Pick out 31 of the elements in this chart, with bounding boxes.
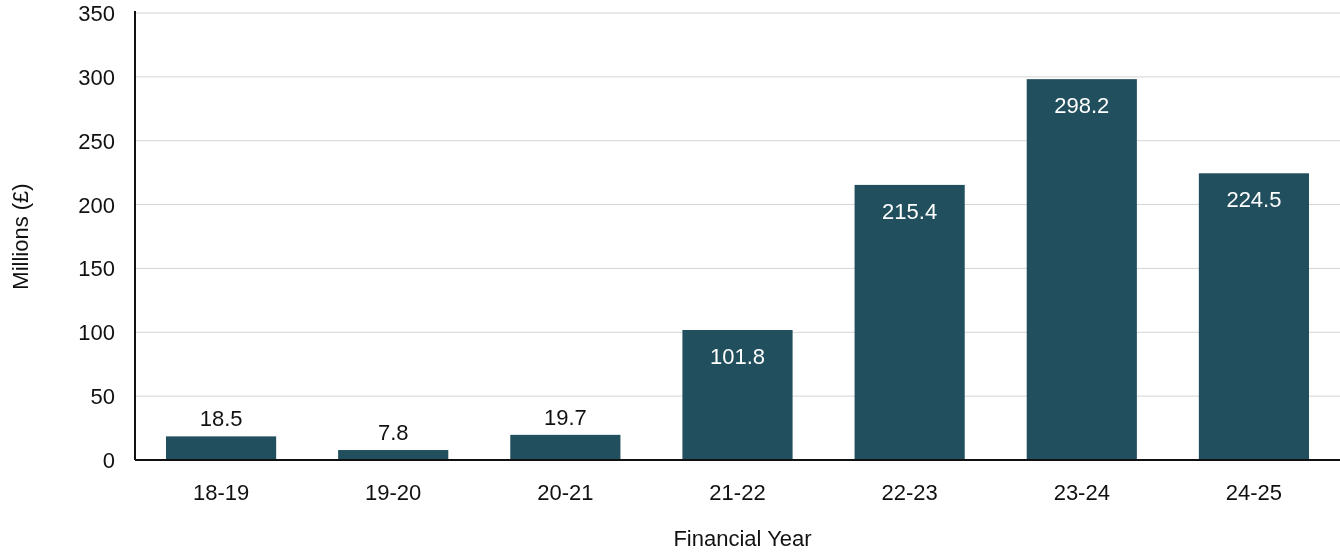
x-axis-title: Financial Year [673, 526, 812, 551]
data-label: 298.2 [1054, 93, 1110, 119]
y-tick-label: 300 [78, 64, 115, 90]
data-label: 7.8 [377, 420, 409, 446]
y-tick-label: 250 [78, 128, 115, 154]
x-tick-label: 20-21 [537, 480, 594, 505]
bar [1026, 79, 1137, 460]
y-tick-label: 100 [78, 320, 115, 346]
x-tick-label: 24-25 [1225, 480, 1283, 505]
bar [338, 450, 449, 460]
bar [165, 436, 277, 460]
y-axis-title: Millions (£) [8, 183, 33, 290]
data-label: 19.7 [543, 404, 587, 430]
bar [1198, 173, 1310, 460]
y-tick-label: 150 [78, 256, 115, 282]
y-tick-label: 0 [102, 448, 115, 473]
y-tick-label: 350 [78, 1, 115, 26]
x-tick-label: 23-24 [1053, 480, 1110, 505]
bar [510, 434, 621, 460]
data-label: 101.8 [709, 343, 766, 369]
data-label: 224.5 [1226, 187, 1282, 213]
y-tick-label: 50 [90, 384, 115, 410]
y-tick-label: 200 [78, 192, 115, 218]
data-label: 215.4 [882, 198, 938, 224]
bar [854, 184, 965, 460]
x-tick-label: 22-23 [881, 480, 938, 505]
data-label: 18.5 [199, 406, 243, 432]
x-tick-label: 21-22 [709, 480, 766, 505]
bar [682, 329, 793, 460]
x-tick-label: 19-20 [365, 480, 422, 505]
x-tick-label: 18-19 [192, 480, 250, 505]
